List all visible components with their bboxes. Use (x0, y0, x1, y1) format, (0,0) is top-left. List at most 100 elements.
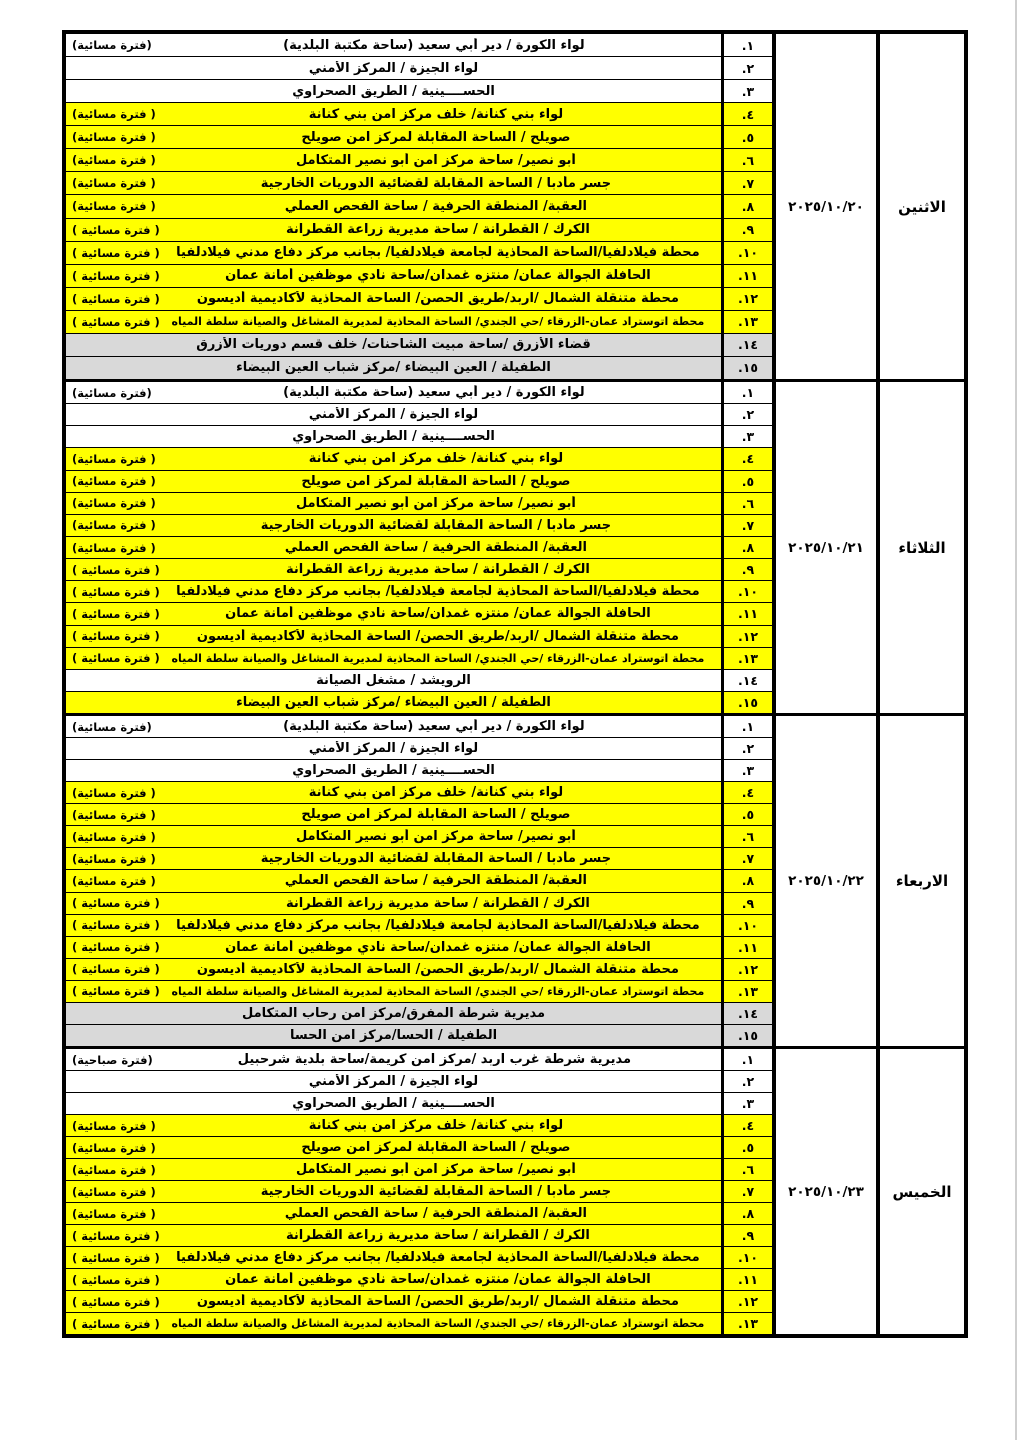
row-period-note: ( فترة مسائية) (72, 1118, 156, 1133)
row-location-cell: الكرك / القطرانة / ساحة مديرية زراعة الق… (66, 1225, 721, 1246)
row-number: .١٣ (721, 980, 772, 1002)
row-period-note: ( فترة مسائية ) (72, 1272, 160, 1287)
row-number: .٦ (721, 826, 772, 848)
row-number: .١٠ (721, 1247, 772, 1268)
row-period-note: ( فترة مسائية) (72, 199, 156, 214)
row-period-note: ( فترة مسائية ) (72, 651, 160, 666)
row-location-cell: العقبة/ المنطقة الحرفية / ساحة الفحص الع… (66, 1203, 721, 1224)
row-location-cell: مديرية شرطة المفرق/مركز امن رحاب المتكام… (66, 1003, 721, 1024)
row-location-text: الحافلة الجوالة عمان/ منتزه غمدان/ساحة ن… (225, 939, 651, 955)
row-number: .١٤ (721, 333, 772, 356)
row-number: .٣ (721, 1093, 772, 1114)
row-location-text: لواء الجيزة / المركز الأمني (308, 1074, 479, 1089)
schedule-row: .٤ لواء بني كنانة/ خلف مركز امن بني كنانة… (66, 448, 772, 471)
schedule-row: .٦ أبو نصير/ ساحة مركز امن أبو نصير المتك… (66, 826, 772, 849)
row-location-cell: محطة فيلادلفيا/الساحة المحاذية لجامعة في… (66, 1247, 721, 1268)
row-period-note: ( فترة مسائية ) (72, 222, 160, 237)
schedule-row: .١ لواء الكورة / دير أبي سعيد (ساحة مكتبة… (66, 716, 772, 739)
schedule-row: .١ لواء الكورة / دير أبي سعيد (ساحة مكتبة… (66, 382, 772, 405)
schedule-row: .١٥ الطفيلة / الحسا/مركز امن الحسا (66, 1024, 772, 1046)
row-location-text: الحســــينية / الطريق الصحراوي (292, 763, 495, 779)
row-location-text: جسر مأدبا / الساحة المقابلة لقضائية الدو… (260, 175, 612, 191)
row-number: .١٤ (721, 669, 772, 691)
row-location-text: الحســــينية / الطريق الصحراوي (292, 83, 495, 99)
row-number: .١٣ (721, 647, 772, 669)
row-period-note: ( فترة مسائية) (72, 130, 156, 145)
row-period-note: ( فترة مسائية) (72, 540, 156, 555)
row-location-text: الكرك / القطرانة / ساحة مديرية زراعة الق… (286, 562, 590, 578)
row-number: .١٢ (721, 625, 772, 647)
schedule-row: .١٣ محطة اتوستراد عمان-الزرقاء /حي الجندي… (66, 980, 772, 1003)
row-period-note: ( فترة مسائية ) (72, 1228, 160, 1243)
row-location-text: لواء بني كنانة/ خلف مركز امن بني كنانة (308, 106, 564, 122)
schedule-row: .٢ لواء الجيزة / المركز الأمني (66, 57, 772, 81)
row-period-note: ( فترة مسائية) (72, 518, 156, 533)
row-number: .١٥ (721, 1024, 772, 1046)
row-period-note: ( فترة مسائية) (72, 1184, 156, 1199)
row-location-text: محطة فيلادلفيا/الساحة المحاذية لجامعة في… (176, 917, 700, 933)
row-location-text: لواء الجيزة / المركز الأمني (308, 60, 479, 76)
row-location-text: لواء الجيزة / المركز الأمني (308, 407, 479, 423)
row-number: .١١ (721, 264, 772, 287)
row-number: .٨ (721, 1203, 772, 1224)
row-number: .٢ (721, 404, 772, 426)
row-location-cell: لواء بني كنانة/ خلف مركز امن بني كنانة ( … (66, 1115, 721, 1136)
schedule-row: .٣ الحســــينية / الطريق الصحراوي (66, 426, 772, 449)
schedule-row: .١١ الحافلة الجوالة عمان/ منتزه غمدان/ساح… (66, 936, 772, 959)
schedule-row: .٨ العقبة/ المنطقة الحرفية / ساحة الفحص ا… (66, 870, 772, 893)
row-period-note: ( فترة مسائية) (72, 1206, 156, 1221)
row-location-cell: الحافلة الجوالة عمان/ منتزه غمدان/ساحة ن… (66, 603, 721, 624)
row-location-text: محطة فيلادلفيا/الساحة المحاذية لجامعة في… (176, 584, 700, 600)
row-location-text: محطة اتوستراد عمان-الزرقاء /حي الجندي/ ا… (171, 1317, 705, 1330)
day-block: الثلاثاء ٢٠٢٥/١٠/٢١.١ لواء الكورة / دير أب… (66, 382, 964, 716)
schedule-row: .٦ أبو نصير/ ساحة مركز امن أبو نصير المتك… (66, 149, 772, 173)
row-location-text: لواء الكورة / دير أبي سعيد (ساحة مكتبة ا… (283, 37, 585, 53)
row-location-text: صويلح / الساحة المقابلة لمركز امن صويلح (301, 129, 571, 145)
row-location-text: جسر مأدبا / الساحة المقابلة لقضائية الدو… (260, 517, 612, 533)
row-location-text: محطة اتوستراد عمان-الزرقاء /حي الجندي/ ا… (171, 315, 705, 329)
row-number: .١٢ (721, 287, 772, 310)
row-period-note: ( فترة مسائية) (72, 1140, 156, 1155)
row-location-text: لواء الكورة / دير أبي سعيد (ساحة مكتبة ا… (283, 385, 585, 401)
row-number: .٢ (721, 738, 772, 760)
row-location-cell: الحافلة الجوالة عمان/ منتزه غمدان/ساحة ن… (66, 1269, 721, 1290)
row-location-cell: جسر مأدبا / الساحة المقابلة لقضائية الدو… (66, 172, 721, 194)
row-location-text: محطة فيلادلفيا/الساحة المحاذية لجامعة في… (176, 1250, 700, 1265)
row-location-cell: الرويشد / مشغل الصيانة (66, 670, 721, 691)
row-period-note: ( فترة مسائية ) (72, 314, 160, 329)
row-location-text: الحســــينية / الطريق الصحراوي (292, 1096, 495, 1111)
row-location-cell: الكرك / القطرانة / ساحة مديرية زراعة الق… (66, 893, 721, 914)
row-location-text: الحافلة الجوالة عمان/ منتزه غمدان/ساحة ن… (225, 606, 651, 622)
row-location-cell: محطة فيلادلفيا/الساحة المحاذية لجامعة في… (66, 581, 721, 602)
row-location-cell: الحســــينية / الطريق الصحراوي (66, 426, 721, 447)
row-location-cell: جسر مأدبا / الساحة المقابلة لقضائية الدو… (66, 1181, 721, 1202)
date-value: ٢٠٢٥/١٠/٢١ (772, 382, 876, 713)
row-number: .٧ (721, 1181, 772, 1202)
row-number: .٩ (721, 892, 772, 914)
schedule-row: .٧ جسر مأدبا / الساحة المقابلة لقضائية ال… (66, 848, 772, 871)
row-number: .١٣ (721, 1313, 772, 1334)
schedule-row: .١١ الحافلة الجوالة عمان/ منتزه غمدان/ساح… (66, 264, 772, 288)
row-period-note: ( فترة مسائية) (72, 153, 156, 168)
row-period-note: ( فترة مسائية) (72, 107, 156, 122)
schedule-row: .٩ الكرك / القطرانة / ساحة مديرية زراعة ا… (66, 892, 772, 915)
row-period-note: ( فترة مسائية ) (72, 291, 160, 306)
row-location-cell: لواء الكورة / دير أبي سعيد (ساحة مكتبة ا… (66, 716, 721, 737)
rows-column: .١ لواء الكورة / دير أبي سعيد (ساحة مكتبة… (66, 716, 772, 1046)
row-period-note: ( فترة مسائية) (72, 496, 156, 511)
row-period-note: ( فترة مسائية) (72, 785, 156, 800)
row-location-cell: صويلح / الساحة المقابلة لمركز امن صويلح (… (66, 471, 721, 492)
row-location-text: الكرك / القطرانة / ساحة مديرية زراعة الق… (286, 895, 590, 911)
schedule-row: .٣ الحســــينية / الطريق الصحراوي (66, 760, 772, 783)
schedule-row: .٩ الكرك / القطرانة / ساحة مديرية زراعة ا… (66, 559, 772, 582)
row-location-cell: صويلح / الساحة المقابلة لمركز امن صويلح (… (66, 804, 721, 825)
schedule-row: .٢ لواء الجيزة / المركز الأمني (66, 404, 772, 427)
schedule-row: .١٠ محطة فيلادلفيا/الساحة المحاذية لجامعة… (66, 914, 772, 937)
row-number: .٤ (721, 103, 772, 126)
schedule-table: الاثنين ٢٠٢٥/١٠/٢٠.١ لواء الكورة / دير أبي… (62, 30, 968, 1338)
row-location-text: الطفيلة / الحسا/مركز امن الحسا (289, 1027, 498, 1043)
row-location-cell: محطة فيلادلفيا/الساحة المحاذية لجامعة في… (66, 242, 721, 264)
row-number: .٥ (721, 470, 772, 492)
schedule-row: .٥ صويلح / الساحة المقابلة لمركز امن صويل… (66, 470, 772, 493)
row-period-note: ( فترة مسائية) (72, 474, 156, 489)
